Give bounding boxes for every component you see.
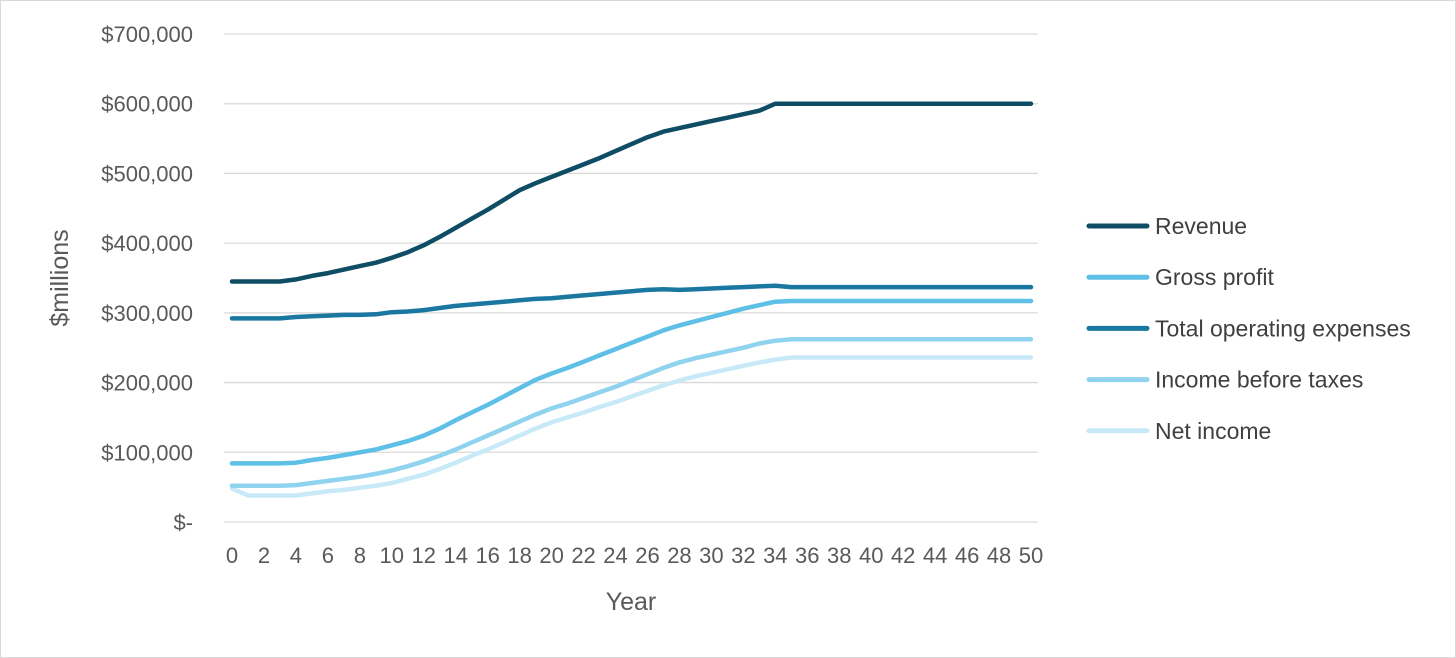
x-tick-label: 36 <box>795 543 819 568</box>
x-tick-label: 28 <box>667 543 691 568</box>
series-lines <box>229 101 1034 498</box>
x-tick-label: 34 <box>763 543 787 568</box>
x-tick-label: 38 <box>827 543 851 568</box>
x-tick-label: 24 <box>603 543 627 568</box>
series-line-income-before-taxes <box>229 337 1034 488</box>
x-tick-label: 46 <box>955 543 979 568</box>
x-tick-label: 32 <box>731 543 755 568</box>
x-tick-label: 40 <box>859 543 883 568</box>
series-line-net-income <box>229 355 1034 498</box>
x-tick-label: 20 <box>539 543 563 568</box>
x-tick-label: 6 <box>322 543 334 568</box>
legend-label: Net income <box>1155 418 1271 444</box>
x-tick-label: 42 <box>891 543 915 568</box>
series-line-total-operating-expenses <box>229 283 1034 321</box>
gridlines <box>224 33 1038 523</box>
series-line-revenue <box>229 101 1034 284</box>
x-tick-label: 14 <box>443 543 467 568</box>
x-tick-label: 8 <box>354 543 366 568</box>
x-tick-label: 22 <box>571 543 595 568</box>
x-tick-label: 18 <box>507 543 531 568</box>
x-tick-label: 26 <box>635 543 659 568</box>
x-tick-label: 48 <box>987 543 1011 568</box>
y-tick-label: $- <box>173 510 193 535</box>
y-tick-label: $600,000 <box>101 92 193 117</box>
legend-label: Income before taxes <box>1155 367 1363 393</box>
x-tick-label: 16 <box>475 543 499 568</box>
y-tick-label: $200,000 <box>101 371 193 396</box>
x-axis-ticks: 0 2 4 6 8 10 12 14 16 18 20 22 24 26 28 30 32 34 36 38 40 42 4… <box>226 543 1043 568</box>
y-tick-label: $100,000 <box>101 440 193 465</box>
y-tick-label: $400,000 <box>101 231 193 256</box>
x-tick-label: 44 <box>923 543 947 568</box>
legend: Revenue Gross profit Total operating expen… <box>1086 213 1411 444</box>
y-axis-title: $millions <box>46 229 74 326</box>
y-axis-ticks: $- $100,000 $200,000 $300,000 $400,000 $500,0… <box>101 22 193 535</box>
x-tick-label: 10 <box>380 543 404 568</box>
x-tick-label: 4 <box>290 543 302 568</box>
series-line-gross-profit <box>229 298 1034 466</box>
legend-label: Revenue <box>1155 213 1247 239</box>
legend-label: Gross profit <box>1155 264 1274 290</box>
x-tick-label: 30 <box>699 543 723 568</box>
legend-label: Total operating expenses <box>1155 315 1411 341</box>
x-tick-label: 12 <box>412 543 436 568</box>
y-tick-label: $700,000 <box>101 22 193 47</box>
x-tick-label: 50 <box>1019 543 1043 568</box>
x-axis-title: Year <box>606 588 657 616</box>
x-tick-label: 2 <box>258 543 270 568</box>
x-tick-label: 0 <box>226 543 238 568</box>
y-tick-label: $500,000 <box>101 161 193 186</box>
y-tick-label: $300,000 <box>101 301 193 326</box>
